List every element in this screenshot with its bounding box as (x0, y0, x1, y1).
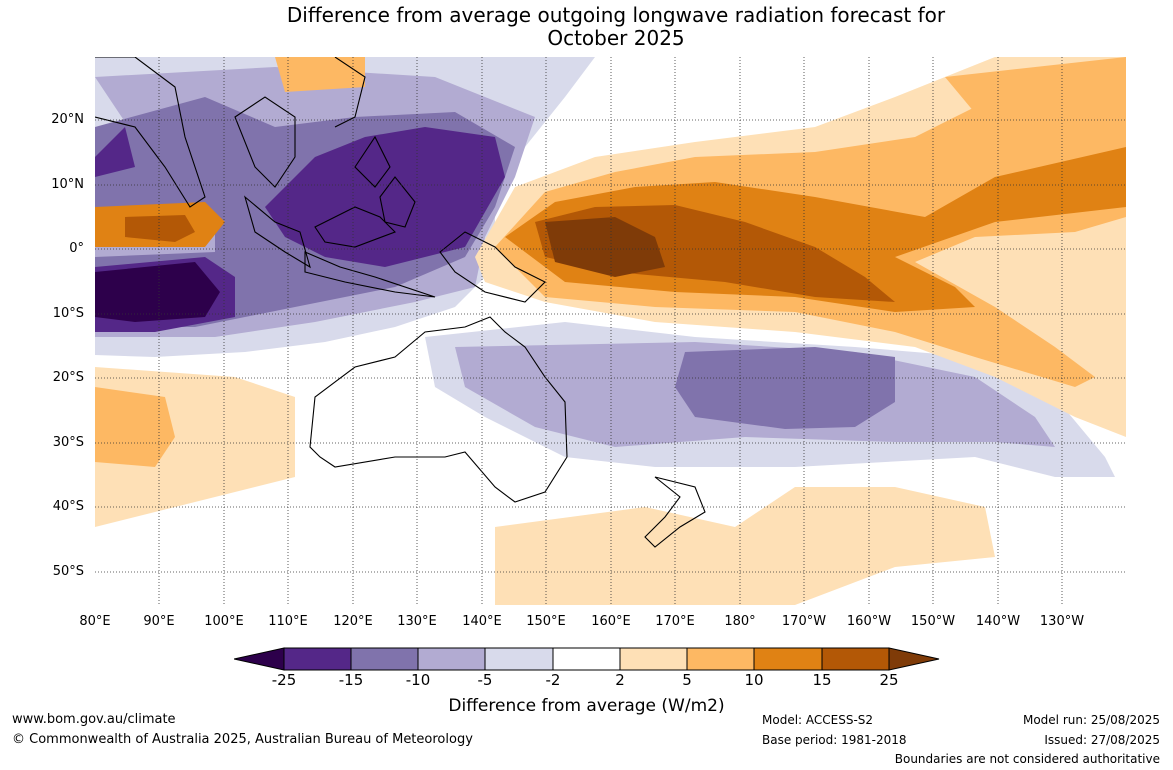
lat-label-10s: 10°S (52, 306, 84, 321)
lat-label-10n: 10°N (51, 177, 84, 192)
colorbar-label: Difference from average (W/m2) (448, 696, 725, 716)
colorbar-segment-1 (283, 647, 352, 671)
boundaries-disclaimer: Boundaries are not considered authoritat… (894, 752, 1160, 766)
colorbar-segment-extend-low (234, 647, 285, 671)
colorbar-segment-4 (484, 647, 554, 671)
title-line-2: October 2025 (547, 26, 685, 50)
lon-label-140w: 140°W (975, 614, 1021, 629)
map-canvas (95, 57, 1126, 605)
colorbar-tick-7: 5 (682, 671, 692, 689)
colorbar-tick-8: 10 (744, 671, 764, 689)
model-name: Model: ACCESS-S2 (762, 713, 874, 727)
negative-anomaly-fields (95, 57, 1115, 477)
colorbar-segment-9 (821, 647, 890, 671)
lon-label-130w: 130°W (1039, 614, 1085, 629)
lon-label-140e: 140°E (462, 614, 502, 629)
lat-label-50s: 50°S (52, 564, 84, 579)
base-period: Base period: 1981-2018 (762, 733, 907, 747)
colorbar-tick-6: 2 (615, 671, 625, 689)
title-line-1: Difference from average outgoing longwav… (286, 3, 946, 27)
lat-label-20n: 20°N (51, 112, 84, 127)
lon-label-90e: 90°E (143, 614, 175, 629)
model-run-date: Model run: 25/08/2025 (1022, 713, 1160, 727)
colorbar-tick-2: -15 (338, 671, 364, 689)
colorbar-segment-5 (552, 647, 621, 671)
lon-label-110e: 110°E (268, 614, 308, 629)
colorbar-segment-2 (350, 647, 419, 671)
lat-label-30s: 30°S (52, 435, 84, 450)
website-link[interactable]: www.bom.gov.au/climate (12, 712, 176, 727)
lon-label-130e: 130°E (397, 614, 437, 629)
map-title: Difference from average outgoing longwav… (0, 4, 1173, 50)
lat-label-40s: 40°S (52, 499, 84, 514)
lon-label-180: 180° (724, 614, 756, 629)
positive-anomaly-fields (95, 57, 1126, 605)
issued-date: Issued: 27/08/2025 (1044, 733, 1160, 747)
colorbar-tick-9: 15 (812, 671, 832, 689)
colorbar-segment-7 (686, 647, 755, 671)
lat-label-20s: 20°S (52, 370, 84, 385)
lon-label-150w: 150°W (910, 614, 956, 629)
lon-label-80e: 80°E (79, 614, 111, 629)
lon-label-160w: 160°W (846, 614, 892, 629)
lon-label-170w: 170°W (781, 614, 827, 629)
graticule (95, 57, 1126, 605)
colorbar-tick-10: 25 (879, 671, 899, 689)
lon-label-170e: 170°E (655, 614, 695, 629)
lon-label-120e: 120°E (333, 614, 373, 629)
colorbar-tick-3: -10 (405, 671, 431, 689)
colorbar-tick-4: -5 (477, 671, 493, 689)
colorbar-segment-3 (417, 647, 486, 671)
copyright-text: © Commonwealth of Australia 2025, Austra… (12, 732, 473, 747)
coastlines (95, 57, 706, 548)
lon-label-160e: 160°E (591, 614, 631, 629)
colorbar-tick-5: -2 (545, 671, 561, 689)
lon-label-150e: 150°E (526, 614, 566, 629)
olr-anomaly-map (95, 57, 1126, 605)
colorbar-segment-6 (619, 647, 688, 671)
colorbar-tick-1: -25 (271, 671, 297, 689)
colorbar (234, 647, 940, 671)
lat-label-0: 0° (69, 241, 84, 256)
colorbar-segment-8 (753, 647, 823, 671)
lon-label-100e: 100°E (204, 614, 244, 629)
colorbar-segment-extend-high (888, 647, 940, 671)
